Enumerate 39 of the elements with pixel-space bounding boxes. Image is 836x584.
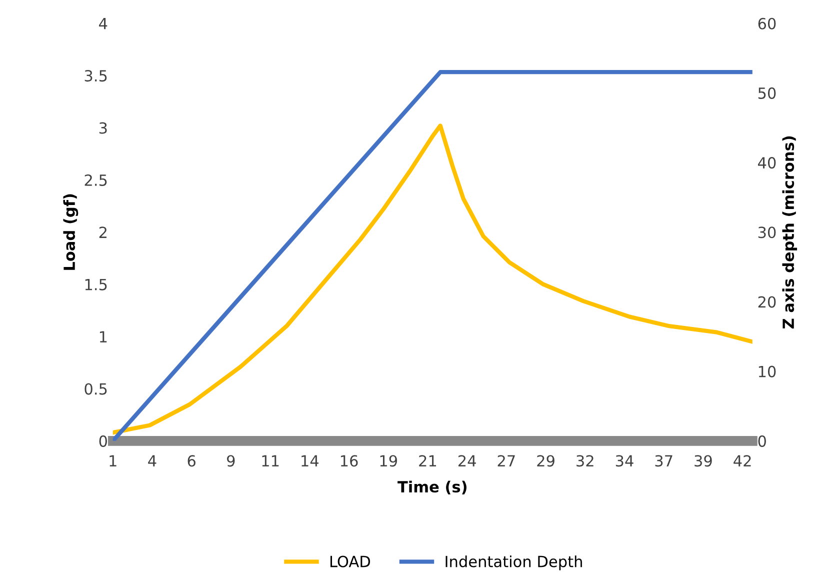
y-tick-label: 1 <box>100 331 107 342</box>
x-tick-label: 11 <box>262 455 279 466</box>
y2-tick-label: 50 <box>758 87 776 99</box>
x-tick-label: 4 <box>148 455 156 466</box>
legend-label: LOAD <box>330 556 370 568</box>
x-tick-label: 27 <box>498 455 515 466</box>
x-tick-label: 1 <box>110 455 116 466</box>
x-tick-label: 37 <box>655 455 672 467</box>
y-tick-label: 0 <box>99 435 107 447</box>
y2-tick-label: 40 <box>758 157 776 169</box>
x-tick-label: 29 <box>537 455 554 467</box>
x-tick-label: 6 <box>188 455 196 467</box>
x-tick-label: 42 <box>734 455 751 466</box>
x-tick-label: 21 <box>419 455 436 466</box>
y-axis-title: Load (gf) <box>63 194 78 270</box>
y2-tick-label: 0 <box>758 435 766 447</box>
y-tick-label: 3.5 <box>84 70 107 82</box>
x-tick-label: 39 <box>694 455 712 467</box>
x-tick-label: 32 <box>576 455 594 467</box>
y-tick-label: 4 <box>99 18 108 30</box>
y-tick-label: 2 <box>99 226 106 238</box>
legend-label: Indentation Depth <box>446 555 582 570</box>
y-tick-label: 3 <box>99 122 107 134</box>
y-tick-label: 0.5 <box>84 383 107 395</box>
y-tick-label: 1.5 <box>85 279 107 290</box>
x-tick-label: 24 <box>458 455 476 466</box>
x-tick-label: 14 <box>302 455 319 466</box>
y-tick-label: 2.5 <box>84 174 107 186</box>
x-tick-label: 19 <box>380 455 397 467</box>
y2-tick-label: 20 <box>758 296 776 308</box>
y2-tick-label: 10 <box>758 366 776 378</box>
y2-tick-label: 30 <box>758 226 776 238</box>
x-axis-title: Time (s) <box>398 480 466 494</box>
y2-tick-label: 60 <box>758 18 776 30</box>
x-tick-label: 9 <box>227 455 235 467</box>
x-tick-label: 16 <box>340 455 358 467</box>
line-series <box>112 124 752 435</box>
y2-axis-title: Z axis depth (microns) <box>782 136 798 329</box>
x-tick-label: 34 <box>616 455 634 467</box>
